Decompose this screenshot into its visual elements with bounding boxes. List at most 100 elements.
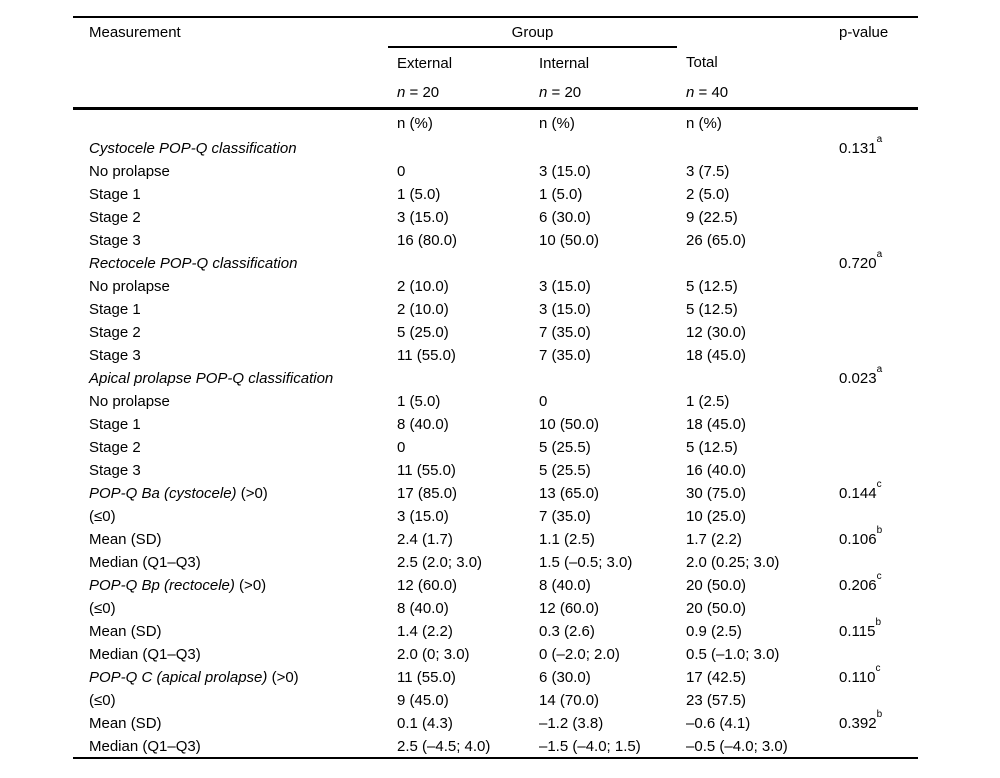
measurement-cell: POP-Q C (apical prolapse) (>0) [73, 666, 388, 689]
p-value-cell [830, 160, 918, 183]
measurement-cell: Median (Q1–Q3) [73, 643, 388, 666]
p-value-number: 0.720 [839, 255, 877, 272]
total-value-cell: 0.9 (2.5) [686, 623, 742, 640]
table-row: Stage 1 8 (40.0) 10 (50.0) 18 (45.0) [73, 413, 918, 436]
external-value-cell: 2.5 (2.0; 3.0) [397, 554, 483, 571]
measurement-label: (>0) [267, 669, 299, 686]
table-row: Apical prolapse POP-Q classification 0.02… [73, 364, 918, 390]
internal-value-cell: 12 (60.0) [539, 600, 600, 617]
total-value-cell: 5 (12.5) [686, 301, 738, 318]
p-value-cell [830, 344, 918, 367]
measurement-cell: Median (Q1–Q3) [73, 735, 388, 758]
internal-value-cell: 3 (15.0) [539, 163, 591, 180]
header-external-n: n = 20 [388, 78, 530, 110]
table-row: No prolapse 1 (5.0) 0 1 (2.5) [73, 390, 918, 413]
p-value-number: 0.206 [839, 577, 877, 594]
p-value-footnote-marker: a [876, 364, 883, 375]
header-total-n: n = 40 [677, 78, 831, 110]
external-value-cell: 1 (5.0) [397, 186, 441, 203]
table-row: (≤0) 8 (40.0) 12 (60.0) 20 (50.0) [73, 597, 918, 620]
p-value-cell: 0.206c [830, 571, 918, 597]
measurement-cell: POP-Q Ba (cystocele) (>0) [73, 482, 388, 505]
p-value-cell [830, 413, 918, 436]
measurement-label: Stage 2 [89, 439, 141, 456]
total-value-cell: 1.7 (2.2) [686, 531, 742, 548]
measurement-cell: No prolapse [73, 160, 388, 183]
table-row: (≤0) 9 (45.0) 14 (70.0) 23 (57.5) [73, 689, 918, 712]
p-value-cell: 0.131a [830, 135, 918, 160]
external-value-cell: 3 (15.0) [397, 508, 449, 525]
total-value-cell: 3 (7.5) [686, 163, 730, 180]
internal-value-cell: 13 (65.0) [539, 485, 600, 502]
external-value-cell: 11 (55.0) [397, 347, 456, 364]
p-value-cell [830, 551, 918, 574]
measurement-cell: Cystocele POP-Q classification [73, 137, 388, 160]
measurement-cell: Stage 3 [73, 459, 388, 482]
internal-value-cell: 0 (–2.0; 2.0) [539, 646, 620, 663]
internal-value-cell [530, 137, 677, 160]
unit-spacer [830, 108, 918, 137]
p-value-cell [830, 459, 918, 482]
p-value-number: 0.106 [839, 531, 877, 548]
measurement-label-italic: Rectocele POP-Q classification [89, 255, 298, 272]
n-count: = 20 [547, 83, 582, 101]
measurement-label: Median (Q1–Q3) [89, 646, 201, 663]
unit-total: n (%) [686, 114, 722, 132]
header-group-spanner: Group [388, 17, 678, 48]
p-value-cell [830, 183, 918, 206]
measurement-label: Stage 2 [89, 209, 141, 226]
table-row: Stage 1 2 (10.0) 3 (15.0) 5 (12.5) [73, 298, 918, 321]
measurement-cell: No prolapse [73, 390, 388, 413]
measurement-cell: Stage 3 [73, 344, 388, 367]
table-row: (≤0) 3 (15.0) 7 (35.0) 10 (25.0) [73, 505, 918, 528]
table-row: Rectocele POP-Q classification 0.720a [73, 250, 918, 275]
measurement-label: (>0) [236, 485, 268, 502]
measurement-label-italic: Cystocele POP-Q classification [89, 140, 297, 157]
total-value-cell: 20 (50.0) [686, 577, 747, 594]
external-value-cell: 3 (15.0) [397, 209, 449, 226]
internal-value-cell [530, 367, 677, 390]
measurement-label: (≤0) [89, 692, 116, 709]
header-spacer [73, 47, 388, 78]
table-row: Mean (SD) 1.4 (2.2) 0.3 (2.6) 0.9 (2.5) 0.11… [73, 618, 918, 643]
internal-value-cell: 1 (5.0) [539, 186, 583, 203]
external-value-cell: 12 (60.0) [397, 577, 458, 594]
measurement-cell: Stage 2 [73, 436, 388, 459]
measurement-cell: Stage 1 [73, 298, 388, 321]
total-value-cell [677, 367, 830, 390]
unit-spacer [73, 108, 388, 137]
measurement-cell: Stage 2 [73, 206, 388, 229]
measurement-cell: Stage 2 [73, 321, 388, 344]
external-value-cell: 16 (80.0) [397, 232, 458, 249]
p-value-cell [830, 206, 918, 229]
measurement-label: No prolapse [89, 163, 170, 180]
measurement-label: Mean (SD) [89, 623, 162, 640]
p-value-number: 0.115 [839, 623, 876, 640]
p-value-cell [830, 436, 918, 459]
internal-value-cell: –1.5 (–4.0; 1.5) [539, 737, 641, 755]
p-value-footnote-marker: c [875, 663, 881, 674]
n-symbol: n [539, 83, 548, 101]
measurement-cell: Stage 1 [73, 183, 388, 206]
total-value-cell: –0.5 (–4.0; 3.0) [686, 737, 788, 755]
total-value-cell: 18 (45.0) [686, 416, 747, 433]
table-row: Stage 2 3 (15.0) 6 (30.0) 9 (22.5) [73, 206, 918, 229]
header-row-subgroups: External Internal Total [73, 47, 918, 78]
header-spacer [830, 78, 919, 110]
header-external: External [397, 54, 453, 72]
table-row: No prolapse 2 (10.0) 3 (15.0) 5 (12.5) [73, 275, 918, 298]
unit-external: n (%) [397, 114, 433, 132]
internal-value-cell: 14 (70.0) [539, 692, 600, 709]
header-total: Total [686, 54, 718, 71]
internal-value-cell: 7 (35.0) [539, 508, 591, 525]
p-value-footnote-marker: b [876, 709, 883, 720]
p-value-cell: 0.110c [830, 663, 918, 689]
external-value-cell: 2.0 (0; 3.0) [397, 646, 470, 663]
p-value-footnote-marker: c [876, 571, 882, 582]
table-row: Median (Q1–Q3) 2.0 (0; 3.0) 0 (–2.0; 2.0) 0… [73, 643, 918, 666]
header-spacer [73, 78, 388, 110]
table-row: Cystocele POP-Q classification 0.131a [73, 135, 918, 160]
internal-value-cell: 7 (35.0) [539, 347, 591, 364]
measurement-label-italic: POP-Q Ba (cystocele) [89, 485, 237, 502]
n-symbol: n [397, 83, 406, 101]
